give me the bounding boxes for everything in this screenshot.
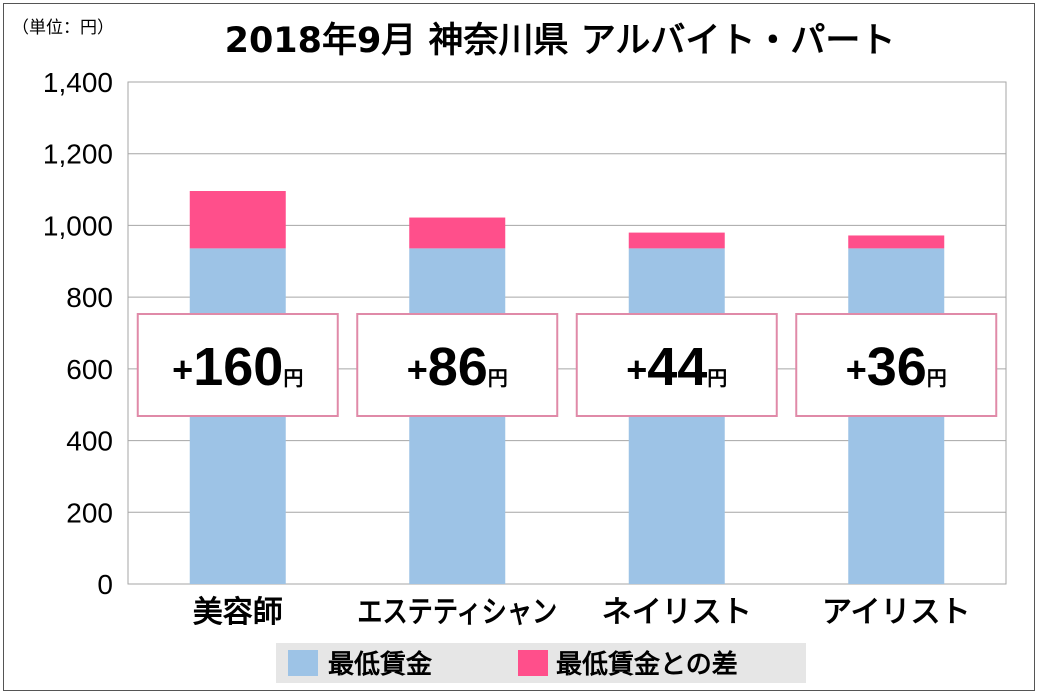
legend-swatch	[288, 650, 318, 676]
label-plus: +	[172, 349, 193, 390]
chart-title: 2018年9月 神奈川県 アルバイト・パート	[225, 21, 896, 61]
label-value: 86	[428, 337, 488, 397]
difference-labels: +160円 +86円 +44円 +36円	[136, 313, 998, 417]
label-unit: 円	[488, 366, 508, 390]
label-value: 44	[647, 337, 707, 397]
y-tick-label: 1,400	[43, 67, 113, 98]
difference-label-box: +44円	[575, 313, 778, 417]
bar-difference-segment	[189, 191, 286, 249]
label-box-border	[795, 313, 998, 417]
bar-difference-segment	[409, 217, 506, 249]
label-value: 160	[193, 337, 283, 397]
y-tick-label: 0	[97, 569, 113, 600]
x-axis-categories: 美容師 エステティシャン ネイリスト アイリスト	[193, 595, 971, 630]
y-tick-label: 1,000	[43, 210, 113, 241]
label-box-border	[136, 313, 339, 417]
y-tick-label: 800	[66, 282, 113, 313]
bar-difference-segment	[848, 235, 945, 249]
label-box-border	[356, 313, 559, 417]
y-tick-label: 1,200	[43, 139, 113, 170]
y-tick-label: 600	[66, 354, 113, 385]
bar-difference-segment	[628, 232, 725, 249]
difference-label-box: +86円	[356, 313, 559, 417]
difference-label-text: +86円	[407, 337, 508, 397]
difference-label-box: +36円	[795, 313, 998, 417]
difference-label-text: +36円	[846, 337, 947, 397]
difference-label-text: +44円	[626, 337, 727, 397]
x-category-label: アイリスト	[822, 595, 971, 630]
legend-label: 最低賃金	[328, 649, 433, 680]
y-axis-ticks: 0 200 400 600 800 1,000 1,200 1,400	[43, 67, 113, 600]
legend-label: 最低賃金との差	[556, 649, 738, 680]
label-unit: 円	[927, 366, 947, 390]
label-plus: +	[626, 349, 647, 390]
legend: 最低賃金 最低賃金との差	[276, 643, 806, 683]
label-unit: 円	[707, 366, 727, 390]
label-plus: +	[846, 349, 867, 390]
label-unit: 円	[283, 366, 303, 390]
label-plus: +	[407, 349, 428, 390]
x-category-label: エステティシャン	[357, 595, 557, 630]
difference-label-text: +160円	[172, 337, 303, 397]
legend-swatch	[518, 650, 548, 676]
x-category-label: ネイリスト	[602, 595, 752, 630]
x-category-label: 美容師	[193, 595, 283, 630]
label-value: 36	[867, 337, 927, 397]
y-tick-label: 400	[66, 426, 113, 457]
unit-note: （単位：円）	[12, 18, 114, 38]
label-box-border	[575, 313, 778, 417]
y-tick-label: 200	[66, 497, 113, 528]
difference-label-box: +160円	[136, 313, 339, 417]
